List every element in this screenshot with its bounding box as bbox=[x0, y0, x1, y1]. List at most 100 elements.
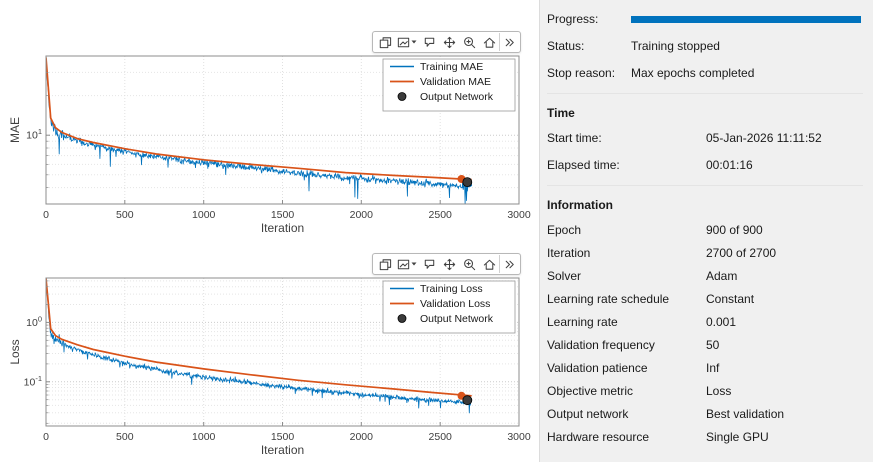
svg-text:3000: 3000 bbox=[507, 431, 531, 443]
svg-text:500: 500 bbox=[116, 209, 134, 221]
tick-labels: 101 0 500 1000 1500 2000 2500 3000 bbox=[26, 127, 531, 221]
svg-text:Training Loss: Training Loss bbox=[420, 283, 483, 295]
save-plot-icon bbox=[397, 259, 410, 269]
save-plot-icon bbox=[397, 37, 410, 47]
info-value: Adam bbox=[706, 269, 738, 283]
dropdown-caret-icon bbox=[411, 262, 417, 266]
progress-row: Progress: bbox=[547, 12, 863, 26]
legend: Training MAE Validation MAE Output Network bbox=[382, 58, 516, 112]
pan-icon bbox=[443, 36, 455, 48]
svg-text:Validation Loss: Validation Loss bbox=[420, 298, 490, 310]
svg-text:2000: 2000 bbox=[350, 209, 374, 221]
svg-text:0: 0 bbox=[43, 209, 49, 221]
stop-reason-value: Max epochs completed bbox=[631, 66, 755, 80]
legend: Training Loss Validation Loss Output Netwo… bbox=[382, 280, 516, 334]
restore-view-icon bbox=[483, 259, 495, 270]
status-label: Status: bbox=[547, 39, 585, 53]
datatips-button[interactable] bbox=[419, 33, 439, 51]
y-axis-label: MAE bbox=[8, 117, 22, 143]
elapsed-time-value: 00:01:16 bbox=[706, 158, 753, 172]
loss-chart: 10-1 100 0 500 1000 1500 2000 2500 3000 Iteration… bbox=[6, 248, 531, 460]
info-row-validation-patience: Validation patience Inf bbox=[547, 361, 863, 375]
info-row-iteration: Iteration 2700 of 2700 bbox=[547, 246, 863, 260]
svg-text:2500: 2500 bbox=[429, 209, 453, 221]
info-value: Inf bbox=[706, 361, 720, 375]
info-row-hardware-resource: Hardware resource Single GPU bbox=[547, 430, 863, 444]
save-plot-button[interactable] bbox=[394, 255, 419, 273]
restore-view-button[interactable] bbox=[479, 255, 499, 273]
info-row-solver: Solver Adam bbox=[547, 269, 863, 283]
info-label: Iteration bbox=[547, 246, 591, 260]
pan-button[interactable] bbox=[439, 255, 459, 273]
info-label: Epoch bbox=[547, 223, 582, 237]
elapsed-time-row: Elapsed time: 00:01:16 bbox=[547, 158, 863, 172]
zoom-in-button[interactable] bbox=[459, 255, 479, 273]
zoom-in-icon bbox=[463, 36, 475, 48]
axis-ticks bbox=[45, 72, 520, 204]
restore-view-button[interactable] bbox=[479, 33, 499, 51]
svg-text:Validation MAE: Validation MAE bbox=[420, 76, 491, 88]
output-network-marker bbox=[462, 395, 473, 406]
pan-button[interactable] bbox=[439, 33, 459, 51]
training-info-panel: Progress: Status: Training stopped Stop … bbox=[541, 0, 873, 462]
axes-toolbar bbox=[372, 253, 521, 275]
svg-text:1500: 1500 bbox=[271, 209, 295, 221]
copy-plot-icon bbox=[379, 258, 391, 270]
svg-text:0: 0 bbox=[43, 431, 49, 443]
svg-text:1000: 1000 bbox=[192, 431, 216, 443]
svg-text:1000: 1000 bbox=[192, 209, 216, 221]
more-tools-button[interactable] bbox=[499, 255, 519, 273]
training-line bbox=[46, 278, 472, 414]
svg-text:Output Network: Output Network bbox=[420, 91, 494, 103]
info-row-epoch: Epoch 900 of 900 bbox=[547, 223, 863, 237]
stop-reason-label: Stop reason: bbox=[547, 66, 616, 80]
time-section-title: Time bbox=[547, 93, 863, 120]
progress-label: Progress: bbox=[547, 12, 599, 26]
info-value: Best validation bbox=[706, 407, 785, 421]
information-rows: Epoch 900 of 900 Iteration 2700 of 2700 … bbox=[547, 223, 863, 444]
info-value: Loss bbox=[706, 384, 732, 398]
progress-bar-fill bbox=[631, 15, 861, 23]
svg-text:3000: 3000 bbox=[507, 209, 531, 221]
copy-plot-button[interactable] bbox=[374, 255, 394, 273]
copy-plot-button[interactable] bbox=[374, 33, 394, 51]
save-plot-button[interactable] bbox=[394, 33, 419, 51]
axis-ticks bbox=[45, 280, 520, 426]
info-label: Learning rate schedule bbox=[547, 292, 670, 306]
pan-icon bbox=[443, 258, 455, 270]
datatips-icon bbox=[424, 259, 434, 269]
more-tools-icon bbox=[505, 260, 514, 268]
x-axis-label: Iteration bbox=[261, 443, 304, 457]
status-row: Status: Training stopped bbox=[547, 39, 863, 53]
more-tools-icon bbox=[505, 38, 514, 46]
more-tools-button[interactable] bbox=[499, 33, 519, 51]
info-value: Constant bbox=[706, 292, 755, 306]
info-row-lr-schedule: Learning rate schedule Constant bbox=[547, 292, 863, 306]
info-row-objective-metric: Objective metric Loss bbox=[547, 384, 863, 398]
svg-text:1500: 1500 bbox=[271, 431, 295, 443]
info-row-validation-frequency: Validation frequency 50 bbox=[547, 338, 863, 352]
x-axis-label: Iteration bbox=[261, 221, 304, 235]
status-value: Training stopped bbox=[631, 39, 720, 53]
info-value: 2700 of 2700 bbox=[706, 246, 777, 260]
information-section-title: Information bbox=[547, 185, 863, 212]
info-value: 0.001 bbox=[706, 315, 737, 329]
mae-plot-svg[interactable]: 101 0 500 1000 1500 2000 2500 3000 Iteration MAE T… bbox=[6, 26, 531, 238]
svg-text:2000: 2000 bbox=[350, 431, 374, 443]
y-axis-label: Loss bbox=[8, 339, 22, 364]
start-time-row: Start time: 05-Jan-2026 11:11:52 bbox=[547, 131, 863, 145]
start-time-label: Start time: bbox=[547, 131, 602, 145]
info-label: Solver bbox=[547, 269, 582, 283]
dropdown-caret-icon bbox=[411, 40, 417, 44]
restore-view-icon bbox=[483, 37, 495, 48]
zoom-in-button[interactable] bbox=[459, 33, 479, 51]
info-label: Validation patience bbox=[547, 361, 648, 375]
info-row-output-network: Output network Best validation bbox=[547, 407, 863, 421]
info-value: Single GPU bbox=[706, 430, 769, 444]
mae-chart: 101 0 500 1000 1500 2000 2500 3000 Iteration MAE T… bbox=[6, 26, 531, 238]
datatips-button[interactable] bbox=[419, 255, 439, 273]
info-value: 900 of 900 bbox=[706, 223, 763, 237]
svg-text:2500: 2500 bbox=[429, 431, 453, 443]
info-row-learning-rate: Learning rate 0.001 bbox=[547, 315, 863, 329]
